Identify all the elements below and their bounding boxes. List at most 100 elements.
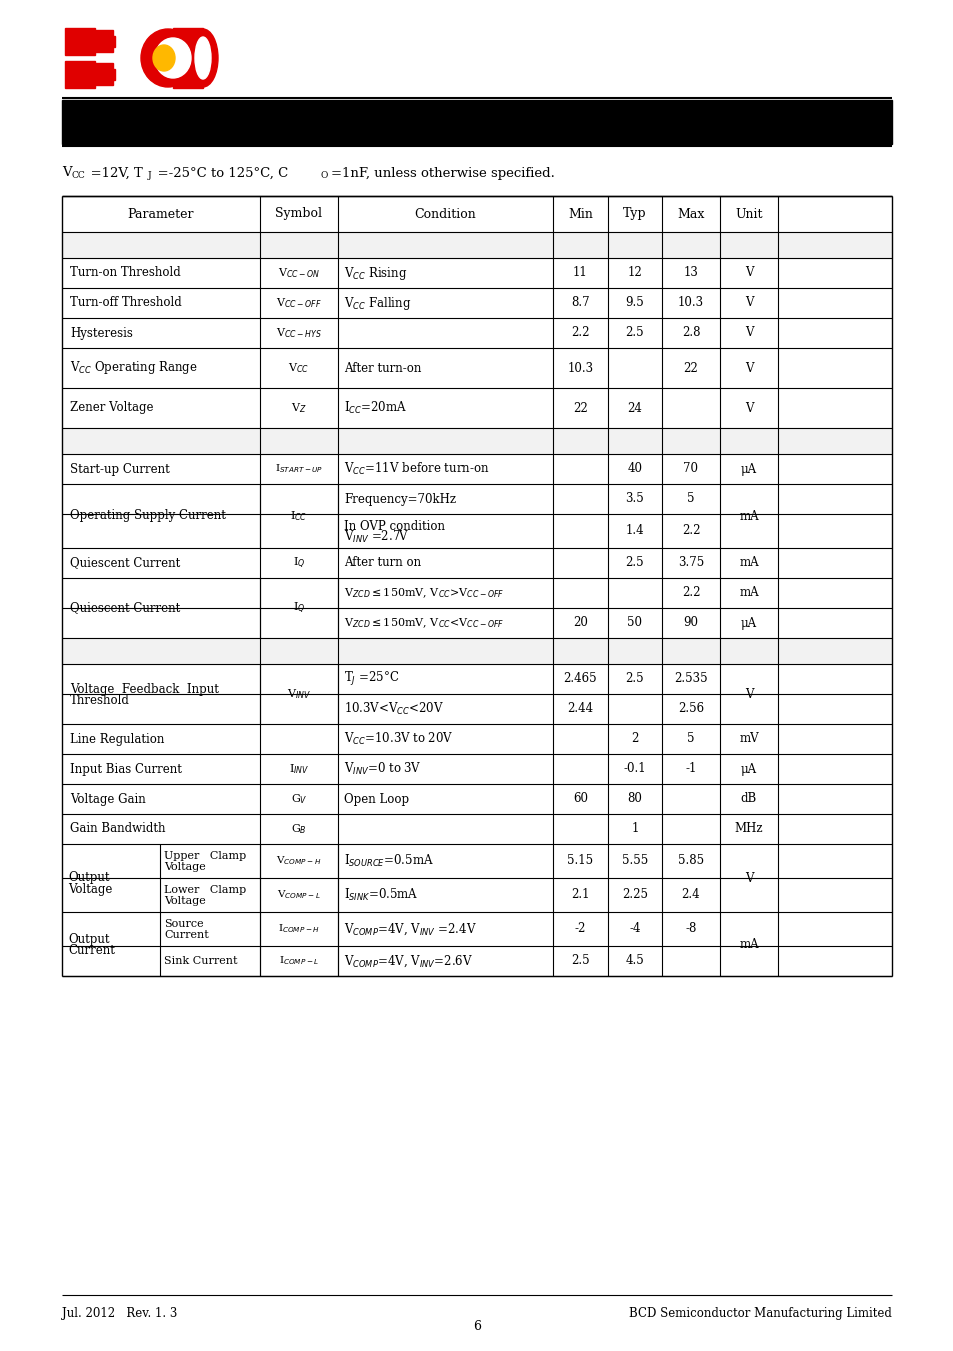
- Text: G$_{B}$: G$_{B}$: [291, 823, 307, 836]
- Text: V$_{INV}$ =2.7V: V$_{INV}$ =2.7V: [344, 530, 409, 544]
- Text: I$_{START-UP}$: I$_{START-UP}$: [274, 462, 323, 476]
- Text: V$_{Z}$: V$_{Z}$: [291, 401, 307, 415]
- Text: 10.3: 10.3: [678, 296, 703, 309]
- Text: Sink Current: Sink Current: [164, 957, 237, 966]
- Text: CC: CC: [71, 172, 86, 181]
- Text: I$_{SINK}$=0.5mA: I$_{SINK}$=0.5mA: [344, 888, 418, 902]
- Text: -8: -8: [684, 923, 696, 935]
- Text: V$_{ZCD}$$\leq$150mV, V$_{CC}$<V$_{CC-OFF}$: V$_{ZCD}$$\leq$150mV, V$_{CC}$<V$_{CC-OF…: [344, 616, 504, 630]
- Text: 10.3V<V$_{CC}$<20V: 10.3V<V$_{CC}$<20V: [344, 701, 443, 717]
- Text: μA: μA: [740, 462, 757, 476]
- Bar: [62, 428, 891, 454]
- Text: In OVP condition: In OVP condition: [344, 520, 444, 534]
- Text: Operating Supply Current: Operating Supply Current: [70, 509, 226, 523]
- Text: 9.5: 9.5: [625, 296, 643, 309]
- Text: Source: Source: [164, 919, 203, 929]
- Text: =1nF, unless otherwise specified.: =1nF, unless otherwise specified.: [331, 166, 555, 180]
- Text: Zener Voltage: Zener Voltage: [70, 401, 153, 415]
- Text: Symbol: Symbol: [275, 208, 322, 220]
- Text: V$_{CC-OFF}$: V$_{CC-OFF}$: [275, 296, 321, 309]
- Text: 5: 5: [686, 493, 694, 505]
- Text: V$_{INV}$: V$_{INV}$: [287, 688, 311, 701]
- Text: Output: Output: [68, 871, 110, 885]
- Text: =12V, T: =12V, T: [88, 166, 143, 180]
- Text: 1: 1: [631, 823, 638, 835]
- Text: G$_{V}$: G$_{V}$: [291, 792, 307, 807]
- Text: 2.5: 2.5: [625, 557, 643, 570]
- Text: V$_{COMP-H}$: V$_{COMP-H}$: [276, 855, 321, 867]
- Text: 2.535: 2.535: [674, 673, 707, 685]
- Text: I$_{SOURCE}$=0.5mA: I$_{SOURCE}$=0.5mA: [344, 852, 434, 869]
- Ellipse shape: [152, 45, 174, 72]
- Text: =-25°C to 125°C, C: =-25°C to 125°C, C: [154, 166, 288, 180]
- Bar: [110, 36, 115, 47]
- Text: BCD Semiconductor Manufacturing Limited: BCD Semiconductor Manufacturing Limited: [628, 1306, 891, 1320]
- Text: V: V: [744, 296, 753, 309]
- Text: 2.25: 2.25: [621, 889, 647, 901]
- Bar: [95, 30, 112, 51]
- Text: mA: mA: [739, 509, 758, 523]
- Text: Voltage: Voltage: [68, 882, 112, 896]
- Bar: [65, 61, 95, 88]
- Text: 2: 2: [631, 732, 638, 746]
- Text: 60: 60: [573, 793, 587, 805]
- Text: Upper   Clamp: Upper Clamp: [164, 851, 246, 861]
- Bar: [62, 638, 891, 663]
- Text: Condition: Condition: [415, 208, 476, 220]
- Text: 5.85: 5.85: [678, 854, 703, 867]
- Text: Voltage  Feedback  Input: Voltage Feedback Input: [70, 682, 218, 696]
- Bar: [62, 232, 891, 258]
- Bar: [172, 61, 203, 88]
- Text: 24: 24: [627, 401, 641, 415]
- Text: 2.1: 2.1: [571, 889, 589, 901]
- Text: Open Loop: Open Loop: [344, 793, 409, 805]
- Text: V$_{CC}$ Rising: V$_{CC}$ Rising: [344, 265, 407, 281]
- Text: V$_{CC}$ Operating Range: V$_{CC}$ Operating Range: [70, 359, 197, 377]
- Text: Quiescent Current: Quiescent Current: [70, 601, 180, 615]
- Text: -0.1: -0.1: [623, 762, 645, 775]
- Text: 12: 12: [627, 266, 641, 280]
- Text: 2.5: 2.5: [625, 327, 643, 339]
- Text: 2.2: 2.2: [681, 524, 700, 538]
- Text: I$_{Q}$: I$_{Q}$: [293, 555, 305, 570]
- Text: V$_{CC}$=10.3V to 20V: V$_{CC}$=10.3V to 20V: [344, 731, 453, 747]
- Text: J: J: [148, 172, 152, 181]
- Text: 2.56: 2.56: [678, 703, 703, 716]
- Text: mV: mV: [739, 732, 758, 746]
- Text: 2.4: 2.4: [681, 889, 700, 901]
- Text: O: O: [320, 172, 328, 181]
- Text: 5.55: 5.55: [621, 854, 647, 867]
- Text: After turn on: After turn on: [344, 557, 420, 570]
- Text: -2: -2: [575, 923, 585, 935]
- Text: Voltage: Voltage: [164, 862, 206, 871]
- Text: V$_{CC}$ Falling: V$_{CC}$ Falling: [344, 295, 411, 312]
- Text: 6: 6: [473, 1320, 480, 1333]
- Text: Quiescent Current: Quiescent Current: [70, 557, 180, 570]
- Text: Hysteresis: Hysteresis: [70, 327, 132, 339]
- Text: Frequency=70kHz: Frequency=70kHz: [344, 493, 456, 505]
- Bar: [110, 69, 115, 80]
- Text: 40: 40: [627, 462, 641, 476]
- Text: Unit: Unit: [735, 208, 762, 220]
- Text: I$_{Q}$: I$_{Q}$: [293, 600, 305, 616]
- Text: Lower   Clamp: Lower Clamp: [164, 885, 246, 894]
- Text: -1: -1: [684, 762, 696, 775]
- Text: 22: 22: [573, 401, 587, 415]
- Text: Voltage: Voltage: [164, 896, 206, 907]
- Text: 3.75: 3.75: [678, 557, 703, 570]
- Text: μA: μA: [740, 616, 757, 630]
- Text: 2.2: 2.2: [681, 586, 700, 600]
- Text: Min: Min: [567, 208, 593, 220]
- Text: V: V: [744, 362, 753, 374]
- Text: 90: 90: [682, 616, 698, 630]
- Bar: [95, 63, 112, 85]
- Text: 2.8: 2.8: [681, 327, 700, 339]
- Text: Line Regulation: Line Regulation: [70, 732, 164, 746]
- Text: V$_{COMP}$=4V, V$_{INV}$=2.6V: V$_{COMP}$=4V, V$_{INV}$=2.6V: [344, 954, 473, 969]
- Text: Start-up Current: Start-up Current: [70, 462, 170, 476]
- Text: 4.5: 4.5: [625, 955, 643, 967]
- Text: Output: Output: [68, 932, 110, 946]
- Text: Turn-off Threshold: Turn-off Threshold: [70, 296, 182, 309]
- Text: V: V: [744, 871, 753, 885]
- Text: 5.15: 5.15: [567, 854, 593, 867]
